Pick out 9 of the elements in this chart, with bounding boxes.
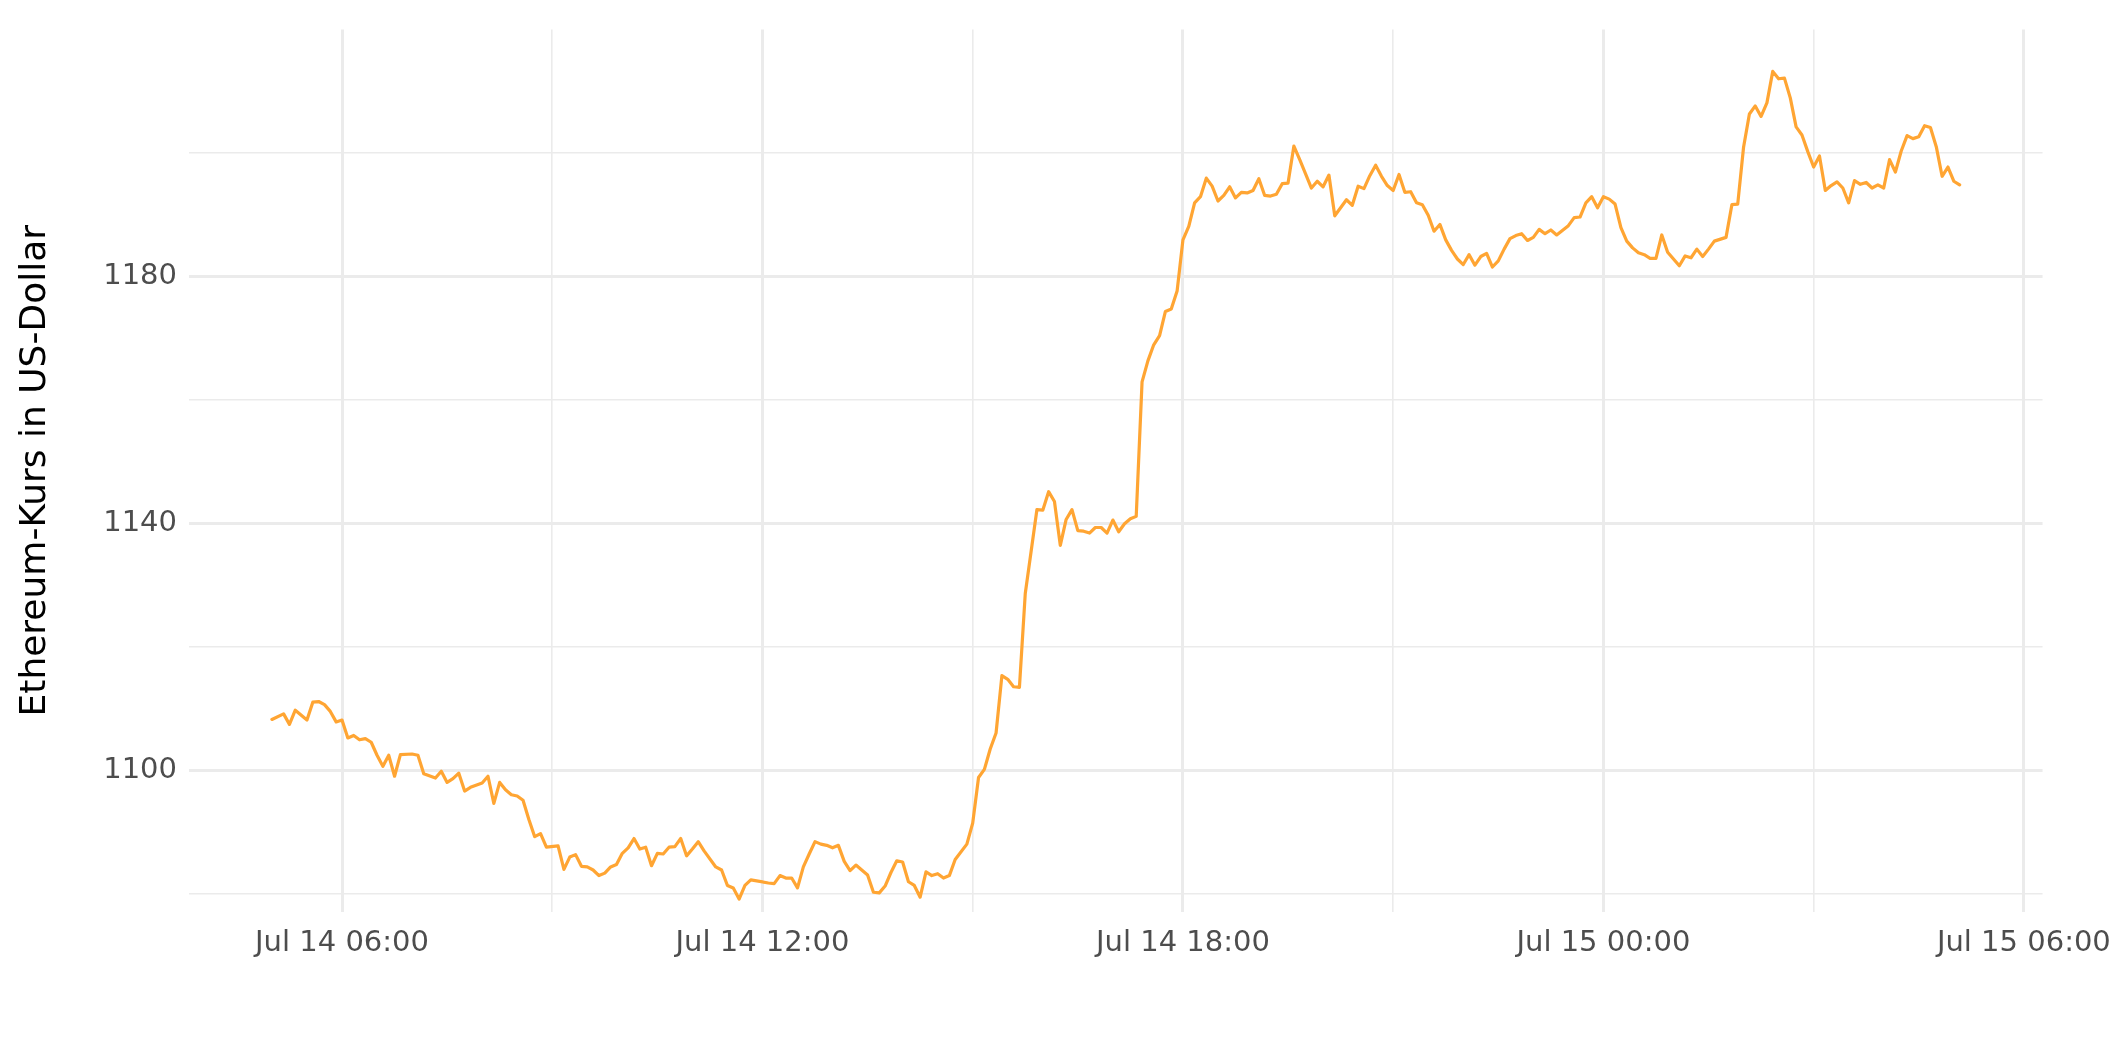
x-tick-label: Jul 15 00:00 (1514, 923, 1691, 958)
y-tick-label: 1100 (103, 750, 177, 785)
y-tick-label: 1140 (103, 503, 177, 538)
x-tick-label: Jul 14 18:00 (1093, 923, 1270, 958)
y-tick-label: 1180 (103, 256, 177, 291)
x-tick-label: Jul 14 06:00 (253, 923, 429, 958)
x-tick-label: Jul 14 12:00 (673, 923, 850, 958)
x-tick-label: Jul 15 06:00 (1934, 923, 2111, 958)
y-axis-title: Ethereum-Kurs in US-Dollar (11, 224, 53, 717)
